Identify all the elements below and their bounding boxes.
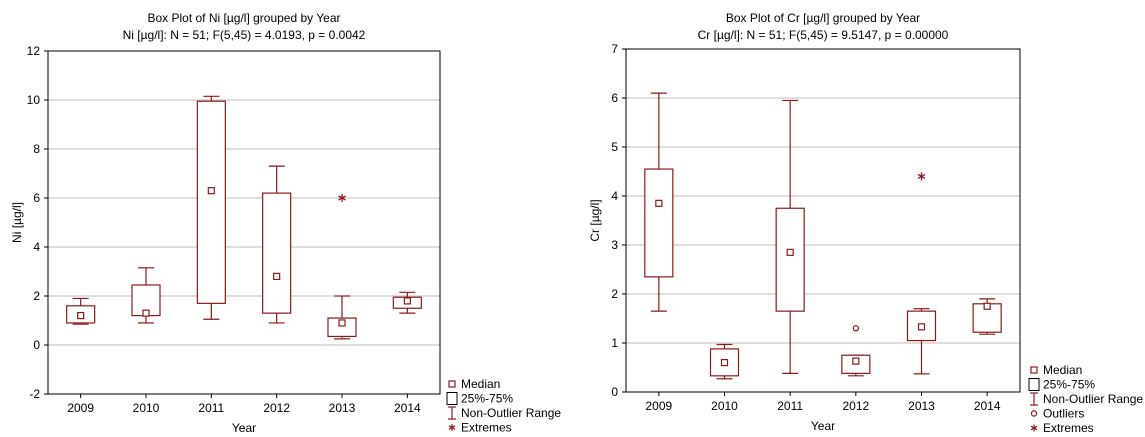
plot-frame [625, 48, 1021, 393]
legend-extreme-swatch [1030, 424, 1038, 432]
y-tick-label: 0 [611, 385, 618, 399]
median-marker [403, 297, 411, 305]
median-marker [917, 323, 926, 331]
box-iqr [262, 192, 292, 314]
x-tick-label: 2013 [329, 401, 356, 415]
legend-label: Non-Outlier Range [1043, 392, 1143, 406]
cr-boxplot-panel: Box Plot of Cr [µg/l] grouped by Year Cr … [578, 0, 1145, 437]
legend-label: Outliers [1043, 407, 1084, 421]
legend-label: Median [1043, 363, 1082, 377]
y-tick-label: 8 [33, 142, 40, 156]
chart-subtitle: Ni [µg/l]: N = 51; F(5,45) = 4.0193, p =… [123, 28, 366, 42]
outlier-point [852, 325, 860, 332]
median-marker [207, 187, 215, 195]
legend-label: 25%-75% [461, 392, 513, 406]
legend-box-swatch [446, 392, 458, 405]
x-tick-label: 2011 [777, 399, 803, 413]
x-tick-label: 2014 [394, 401, 421, 415]
legend-extreme-swatch [448, 424, 456, 431]
y-tick-label: 4 [611, 189, 618, 203]
median-marker [655, 199, 663, 207]
y-axis-label: Ni [µg/l] [10, 202, 24, 243]
y-tick-label: 6 [611, 91, 618, 105]
median-marker [786, 248, 794, 256]
chart-title: Box Plot of Cr [µg/l] grouped by Year [726, 11, 920, 25]
plot-frame [47, 50, 441, 395]
x-tick-label: 2009 [67, 401, 94, 415]
legend-label: Extremes [461, 421, 512, 435]
y-tick-label: 3 [611, 238, 618, 252]
legend-label: 25%-75% [1043, 378, 1095, 392]
legend-label: Non-Outlier Range [461, 406, 561, 420]
legend-outlier-swatch [1030, 410, 1038, 417]
median-marker [77, 312, 85, 320]
y-tick-label: 5 [611, 140, 618, 154]
cr-boxplot-chart: Box Plot of Cr [µg/l] grouped by Year Cr … [588, 11, 1143, 435]
legend-median-swatch [1030, 366, 1038, 374]
extreme-stroke [917, 173, 926, 179]
legend-extreme-stroke [448, 425, 456, 430]
y-tick-label: -2 [29, 387, 40, 401]
y-tick-label: 2 [611, 287, 618, 301]
box-iqr [644, 168, 674, 278]
x-tick-label: 2010 [133, 401, 160, 415]
y-tick-label: 0 [33, 338, 40, 352]
x-tick-label: 2009 [645, 399, 672, 413]
legend-label: Median [461, 377, 500, 391]
median-marker [338, 319, 346, 327]
chart-title: Box Plot of Ni [µg/l] grouped by Year [147, 11, 340, 25]
legend-box-swatch [1028, 378, 1040, 391]
median-marker [273, 272, 281, 280]
extreme-point [917, 172, 926, 181]
legend-extreme-stroke [1030, 425, 1038, 431]
ni-boxplot-chart: Box Plot of Ni [µg/l] grouped by Year Ni … [10, 11, 561, 435]
x-tick-label: 2014 [974, 399, 1001, 413]
ni-boxplot-panel: Box Plot of Ni [µg/l] grouped by Year Ni … [0, 0, 567, 437]
y-tick-label: 7 [611, 42, 618, 56]
x-tick-label: 2012 [263, 401, 290, 415]
y-tick-label: 1 [611, 336, 618, 350]
y-tick-label: 4 [33, 240, 40, 254]
x-tick-label: 2013 [908, 399, 935, 413]
box-iqr [775, 207, 805, 312]
box-iqr [196, 100, 226, 304]
extreme-stroke [338, 195, 346, 201]
legend-median-swatch [448, 380, 456, 388]
x-axis-label: Year [232, 421, 256, 435]
chart-subtitle: Cr [µg/l]: N = 51; F(5,45) = 9.5147, p =… [698, 28, 949, 42]
y-tick-label: 10 [27, 93, 41, 107]
legend-label: Extremes [1043, 421, 1094, 435]
x-tick-label: 2010 [711, 399, 738, 413]
median-marker [142, 309, 150, 317]
extreme-point [338, 194, 346, 202]
x-axis-label: Year [811, 419, 835, 433]
median-marker [720, 359, 729, 367]
y-tick-label: 6 [33, 191, 40, 205]
median-marker [852, 357, 860, 365]
y-axis-label: Cr [µg/l] [588, 199, 602, 241]
x-tick-label: 2011 [198, 401, 224, 415]
x-tick-label: 2012 [842, 399, 869, 413]
y-tick-label: 12 [27, 44, 41, 58]
median-marker [983, 302, 991, 310]
box-iqr [327, 317, 357, 338]
y-tick-label: 2 [33, 289, 40, 303]
